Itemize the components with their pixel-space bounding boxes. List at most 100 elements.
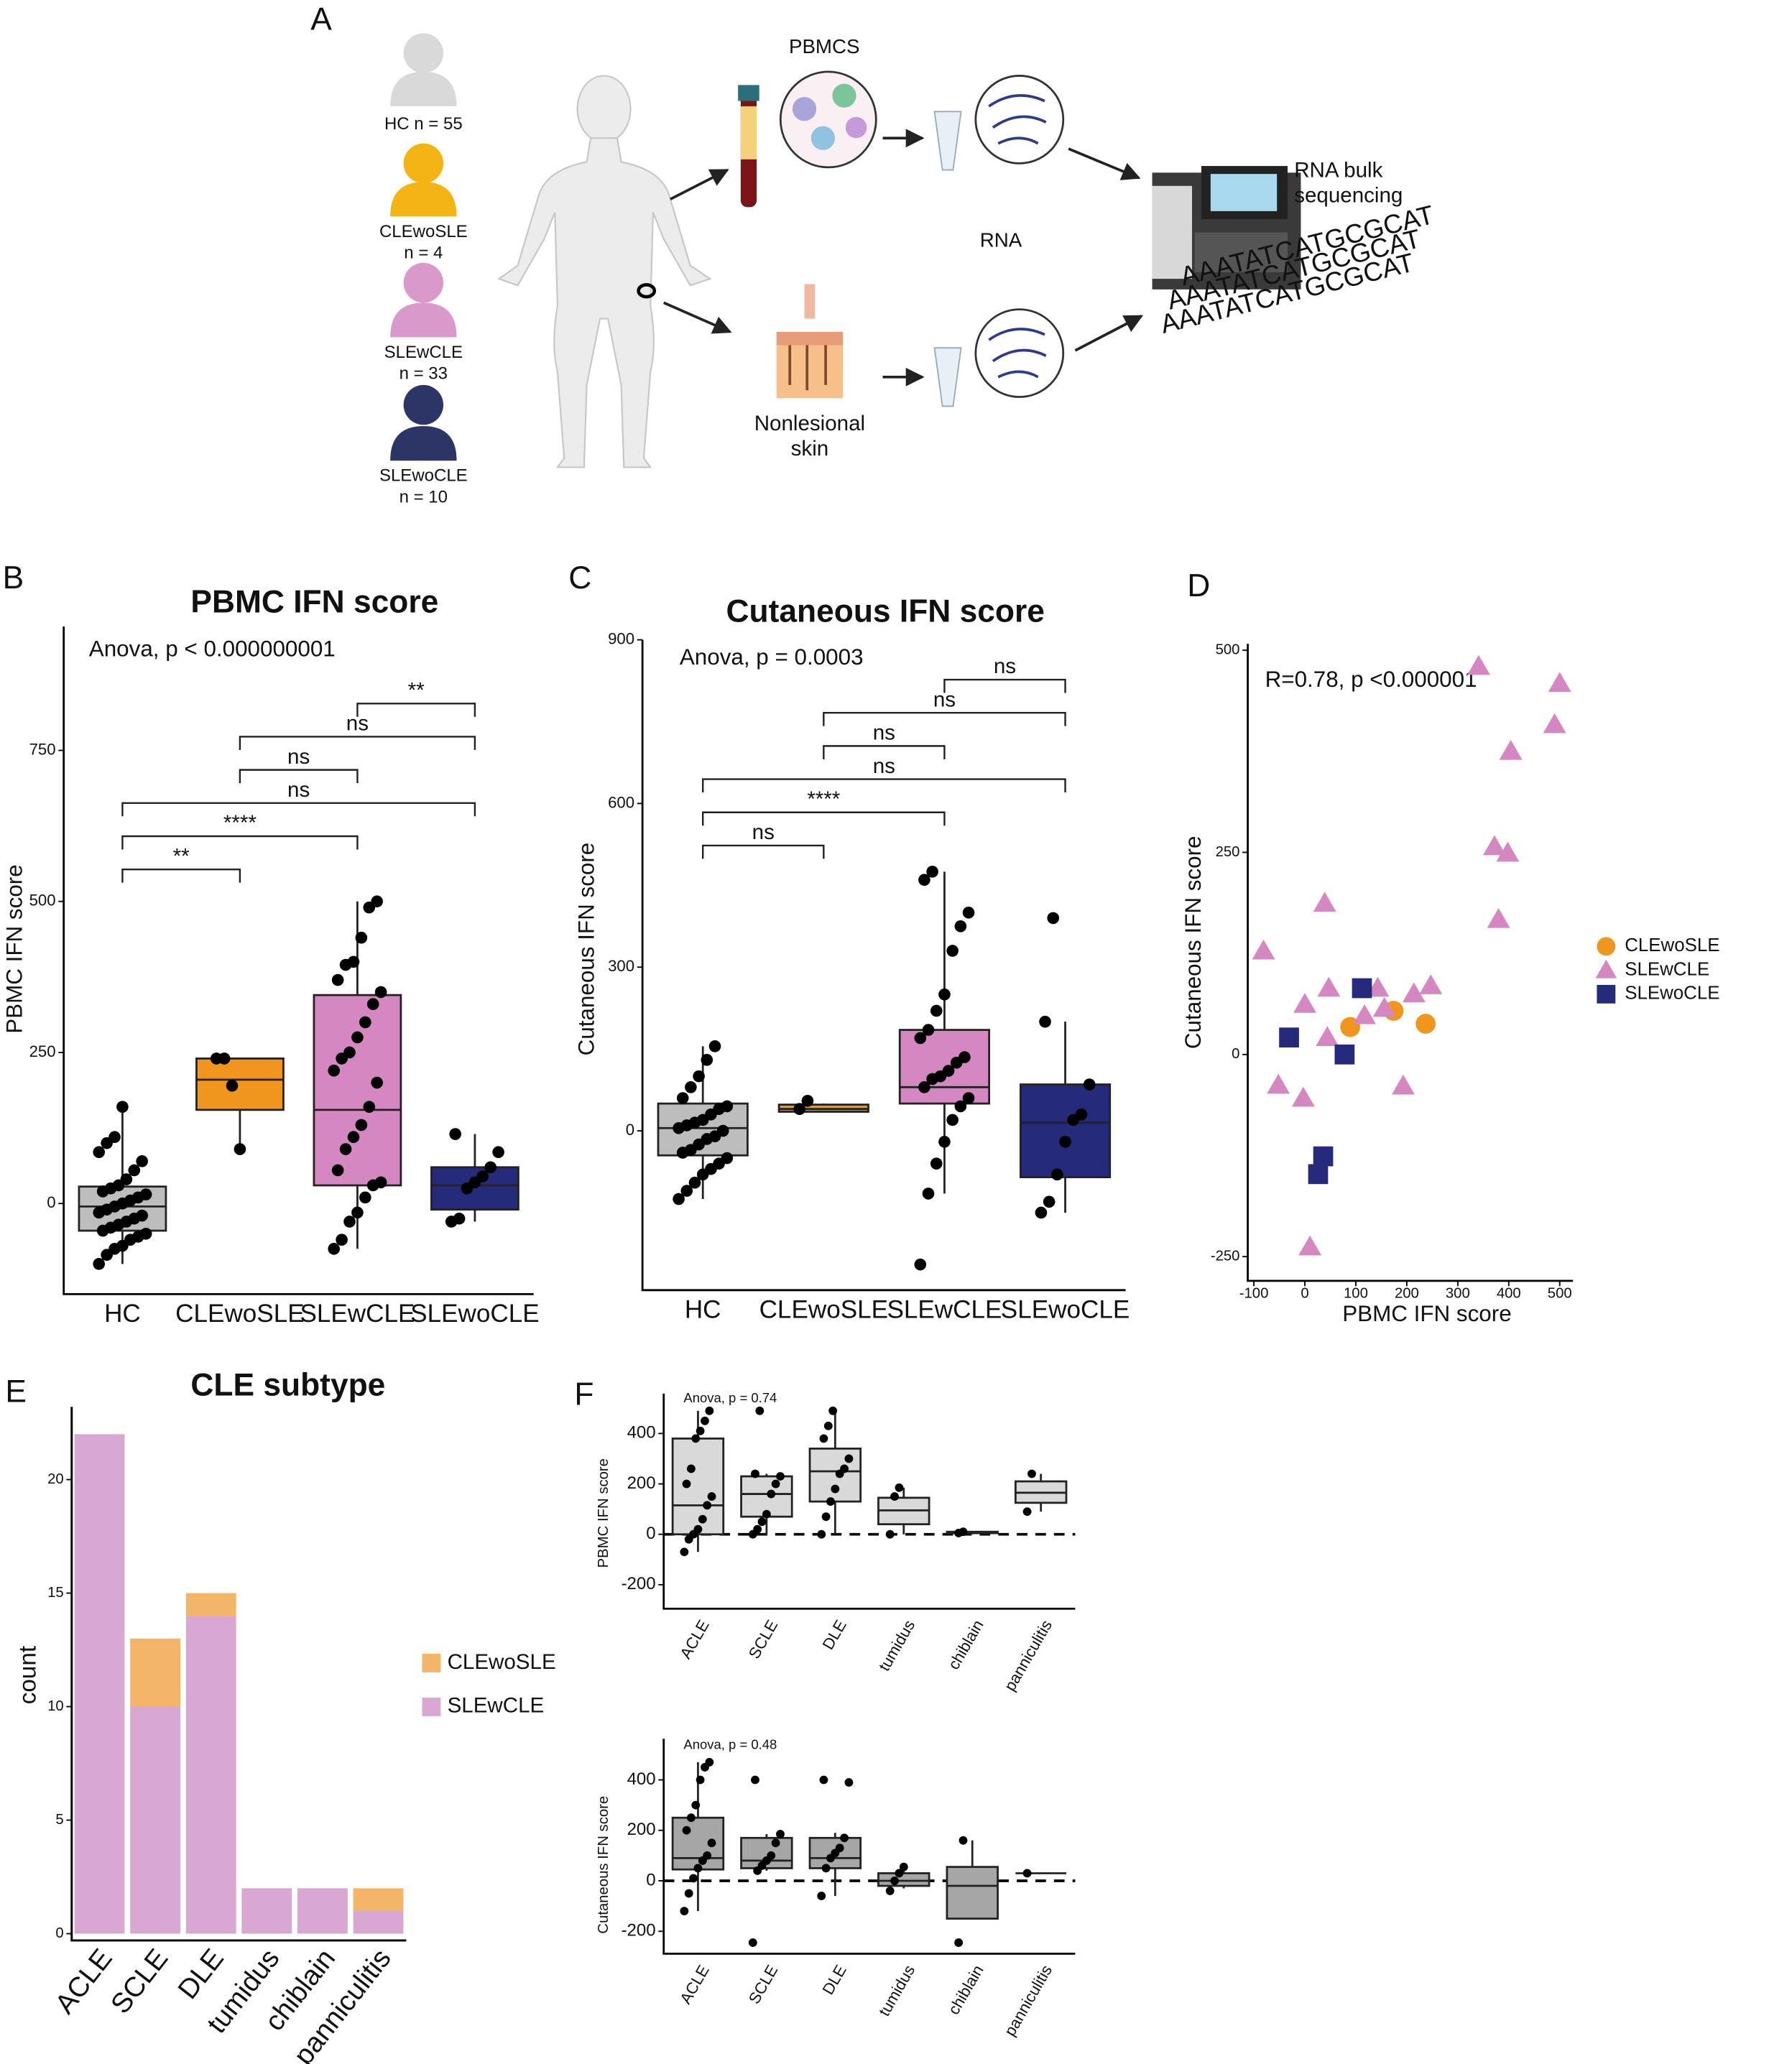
group-label: CLEwoSLE — [379, 222, 468, 241]
x-tick-label: 200 — [1395, 1286, 1419, 1302]
significance-label: ns — [994, 654, 1016, 678]
x-tick-label: SCLE — [105, 1943, 174, 2019]
annotation: Anova, p < 0.000000001 — [89, 637, 336, 662]
significance-label: **** — [223, 811, 257, 835]
data-point — [696, 1775, 705, 1785]
data-point — [922, 1188, 935, 1200]
x-tick-label: SLEwoCLE — [1001, 1296, 1130, 1324]
data-point — [959, 1051, 971, 1063]
data-point — [680, 1547, 689, 1557]
y-tick-label: 500 — [1216, 642, 1240, 658]
bar-segment — [241, 1888, 292, 1934]
legend-swatch — [422, 1697, 441, 1716]
data-point — [885, 1887, 895, 1895]
x-tick-label: SLEwCLE — [300, 1300, 415, 1328]
arrow — [670, 168, 729, 200]
data-point — [819, 1434, 828, 1443]
y-axis-label: PBMC IFN score — [596, 1458, 611, 1568]
data-point — [755, 1406, 765, 1415]
panel-letter: F — [574, 1376, 594, 1412]
data-point — [703, 1501, 712, 1510]
data-point — [453, 1212, 466, 1225]
data-point — [707, 1492, 716, 1501]
data-point — [914, 1032, 927, 1045]
x-tick-label: CLEwoSLE — [175, 1300, 304, 1328]
annotation: Anova, p = 0.48 — [683, 1736, 777, 1751]
significance-label: **** — [807, 787, 840, 811]
y-tick-label: 0 — [646, 1524, 655, 1543]
data-point — [771, 1838, 780, 1848]
data-point — [371, 895, 383, 908]
x-tick-label: -100 — [1239, 1286, 1269, 1302]
chart-title: Cutaneous IFN score — [726, 593, 1045, 629]
data-point — [691, 1434, 701, 1443]
data-point — [686, 1464, 696, 1473]
y-tick-label: 5 — [55, 1812, 63, 1828]
data-point — [771, 1479, 780, 1489]
data-point — [363, 1101, 376, 1113]
data-point — [1267, 1073, 1290, 1094]
data-point — [959, 1836, 968, 1845]
data-point — [1083, 1078, 1096, 1091]
data-point — [374, 986, 387, 999]
rna-strands — [988, 94, 1047, 145]
x-tick-label: tumidus — [875, 1617, 918, 1675]
x-tick-label: SLEwCLE — [887, 1296, 1002, 1324]
panel-letter: A — [310, 1, 332, 37]
panel-letter: D — [1187, 568, 1210, 603]
y-tick-label: 250 — [29, 1042, 56, 1060]
rna-strands — [988, 328, 1047, 379]
data-point — [686, 1813, 696, 1823]
data-point — [1022, 1869, 1032, 1878]
data-point — [693, 1070, 705, 1083]
legend-marker — [1597, 984, 1616, 1004]
rna-circle — [974, 308, 1065, 398]
data-point — [1499, 739, 1523, 760]
data-point — [819, 1775, 828, 1785]
box — [877, 1872, 930, 1887]
legend-label: SLEwCLE — [448, 1694, 545, 1718]
group-n: n = 4 — [404, 243, 443, 262]
data-point — [1372, 996, 1396, 1017]
data-point — [1392, 1074, 1415, 1095]
data-point — [817, 1530, 826, 1539]
data-point — [1059, 1135, 1071, 1148]
axis-line — [1247, 644, 1574, 1282]
legend-marker — [1597, 937, 1616, 956]
x-tick-label: chiblain — [944, 1617, 987, 1673]
data-point — [767, 1489, 776, 1499]
data-point — [938, 1135, 951, 1148]
data-point — [680, 1185, 693, 1197]
data-point — [721, 1152, 734, 1165]
data-point — [693, 1524, 703, 1534]
person-slewocle — [390, 384, 457, 461]
data-point — [962, 906, 975, 919]
data-point — [776, 1830, 785, 1838]
data-point — [108, 1131, 121, 1144]
data-point — [691, 1800, 701, 1810]
data-point — [748, 1938, 757, 1947]
person-clewosle — [390, 143, 457, 217]
y-tick-label: 0 — [1232, 1046, 1239, 1062]
y-tick-label: 400 — [627, 1423, 656, 1443]
data-point — [1467, 654, 1490, 675]
data-point — [1043, 1195, 1056, 1208]
significance-bracket — [121, 802, 476, 817]
data-point — [914, 1258, 927, 1271]
y-tick-label: 0 — [55, 1925, 63, 1941]
x-tick-label: ACLE — [676, 1962, 713, 2007]
data-point — [776, 1472, 785, 1481]
data-point — [366, 998, 379, 1011]
data-point — [899, 1862, 908, 1871]
axis-line — [70, 1407, 407, 1942]
data-point — [351, 1031, 364, 1044]
data-point — [93, 1258, 106, 1270]
data-point — [1051, 1168, 1063, 1181]
data-point — [359, 1016, 371, 1029]
annotation: R=0.78, p <0.000001 — [1265, 667, 1477, 692]
chart-title: CLE subtype — [190, 1367, 385, 1402]
data-point — [954, 1938, 964, 1947]
data-point — [1313, 1146, 1334, 1167]
data-point — [136, 1209, 148, 1222]
